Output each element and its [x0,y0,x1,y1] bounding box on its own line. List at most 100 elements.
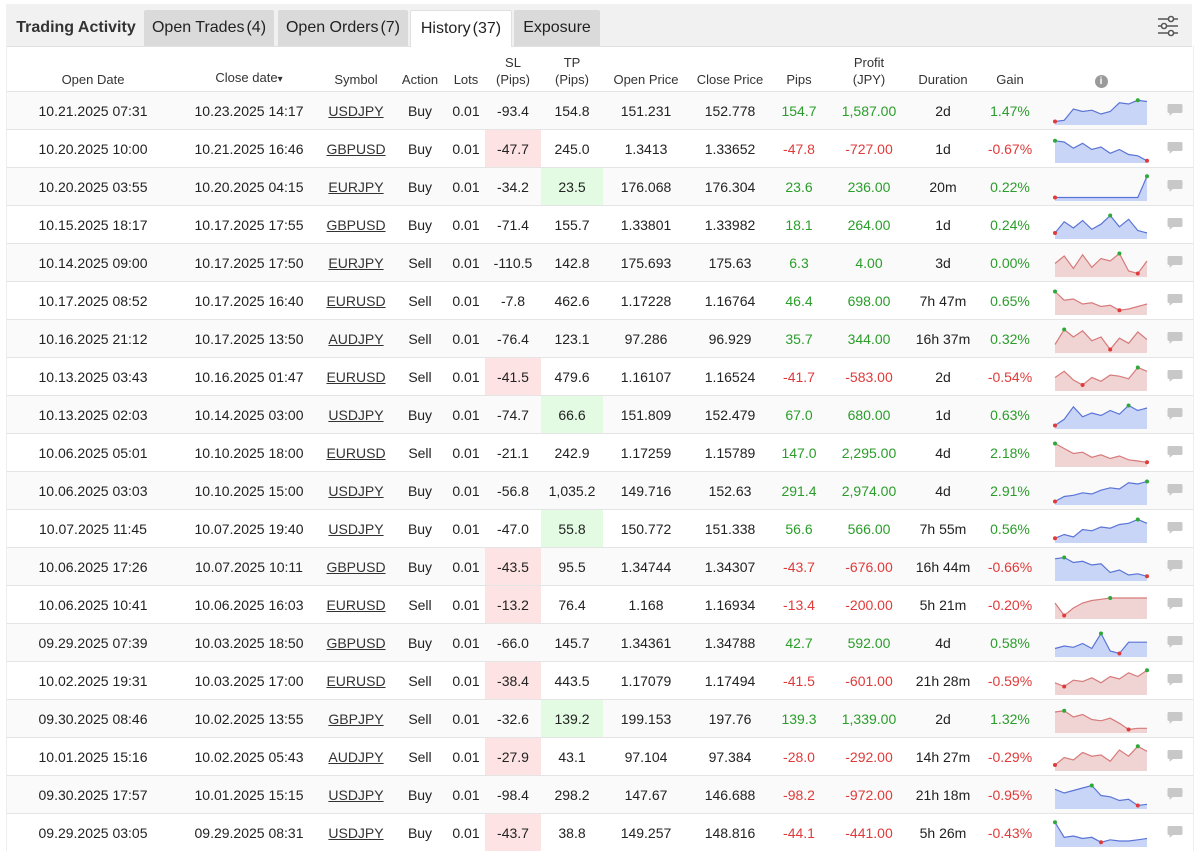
cell-symbol[interactable]: EURUSD [319,434,393,472]
col-close-date[interactable]: Close date▾ [179,46,319,92]
cell-symbol[interactable]: USDJPY [319,92,393,130]
comment-icon[interactable] [1167,369,1183,382]
cell-symbol[interactable]: AUDJPY [319,320,393,358]
cell-symbol[interactable]: GBPUSD [319,130,393,168]
tab-history[interactable]: History(37) [410,10,512,47]
col-sl[interactable]: SL(Pips) [485,46,541,92]
cell-symbol-value[interactable]: USDJPY [328,825,383,841]
cell-symbol[interactable]: GBPUSD [319,206,393,244]
comment-icon[interactable] [1167,559,1183,572]
cell-symbol-value[interactable]: EURUSD [326,673,385,689]
cell-symbol-value[interactable]: AUDJPY [328,749,383,765]
col-duration[interactable]: Duration [911,46,975,92]
comment-icon[interactable] [1167,673,1183,686]
cell-symbol[interactable]: EURJPY [319,168,393,206]
comment-icon[interactable] [1167,711,1183,724]
cell-symbol[interactable]: USDJPY [319,472,393,510]
cell-symbol-value[interactable]: GBPUSD [326,559,385,575]
comment-icon[interactable] [1167,179,1183,192]
col-action[interactable]: Action [393,46,447,92]
comment-icon[interactable] [1167,331,1183,344]
info-icon[interactable]: i [1095,75,1108,88]
cell-symbol-value[interactable]: USDJPY [328,787,383,803]
cell-symbol-value[interactable]: EURUSD [326,445,385,461]
cell-symbol[interactable]: USDJPY [319,510,393,548]
comment-icon[interactable] [1167,483,1183,496]
cell-symbol-value[interactable]: USDJPY [328,103,383,119]
col-pips[interactable]: Pips [771,46,827,92]
tab-exposure[interactable]: Exposure [514,10,600,46]
comment-icon[interactable] [1167,635,1183,648]
cell-symbol[interactable]: EURJPY [319,244,393,282]
tab-open-trades[interactable]: Open Trades(4) [144,10,274,46]
tab-open-orders[interactable]: Open Orders(7) [278,10,408,46]
cell-symbol-value[interactable]: EURUSD [326,597,385,613]
cell-symbol[interactable]: GBPUSD [319,624,393,662]
cell-symbol-value[interactable]: USDJPY [328,407,383,423]
cell-symbol[interactable]: EURUSD [319,662,393,700]
cell-symbol-value[interactable]: USDJPY [328,483,383,499]
cell-pips: -41.5 [771,662,827,700]
comment-icon[interactable] [1167,597,1183,610]
cell-symbol[interactable]: USDJPY [319,776,393,814]
col-lots[interactable]: Lots [447,46,485,92]
col-gain[interactable]: Gain [975,46,1045,92]
cell-symbol[interactable]: EURUSD [319,358,393,396]
col-tp[interactable]: TP(Pips) [541,46,603,92]
comment-icon[interactable] [1167,103,1183,116]
cell-symbol[interactable]: GBPUSD [319,548,393,586]
cell-symbol-value[interactable]: EURJPY [328,255,383,271]
col-profit[interactable]: Profit(JPY) [827,46,911,92]
cell-symbol-value[interactable]: EURUSD [326,293,385,309]
cell-symbol-value[interactable]: GBPUSD [326,217,385,233]
col-symbol[interactable]: Symbol [319,46,393,92]
cell-symbol[interactable]: AUDJPY [319,738,393,776]
cell-symbol-value[interactable]: EURUSD [326,369,385,385]
comment-icon[interactable] [1167,293,1183,306]
cell-symbol[interactable]: EURUSD [319,282,393,320]
cell-symbol-value[interactable]: AUDJPY [328,331,383,347]
col-close-price[interactable]: Close Price [689,46,771,92]
comment-icon[interactable] [1167,407,1183,420]
comment-icon[interactable] [1167,825,1183,838]
comment-icon[interactable] [1167,521,1183,534]
cell-symbol[interactable]: GBPJPY [319,700,393,738]
comment-icon[interactable] [1167,445,1183,458]
sliders-icon[interactable] [1156,14,1180,38]
comment-icon[interactable] [1167,749,1183,762]
cell-symbol[interactable]: EURUSD [319,586,393,624]
comment-icon[interactable] [1167,255,1183,268]
cell-symbol-value[interactable]: USDJPY [328,521,383,537]
cell-symbol-value[interactable]: GBPJPY [328,711,383,727]
col-open-date[interactable]: Open Date [7,46,179,92]
comment-icon[interactable] [1167,787,1183,800]
cell-symbol-value[interactable]: GBPUSD [326,141,385,157]
cell-symbol-value[interactable]: EURJPY [328,179,383,195]
comment-icon[interactable] [1167,141,1183,154]
cell-symbol-value[interactable]: GBPUSD [326,635,385,651]
cell-symbol[interactable]: USDJPY [319,814,393,851]
col-open-price[interactable]: Open Price [603,46,689,92]
cell-symbol[interactable]: USDJPY [319,396,393,434]
comment-icon[interactable] [1167,217,1183,230]
